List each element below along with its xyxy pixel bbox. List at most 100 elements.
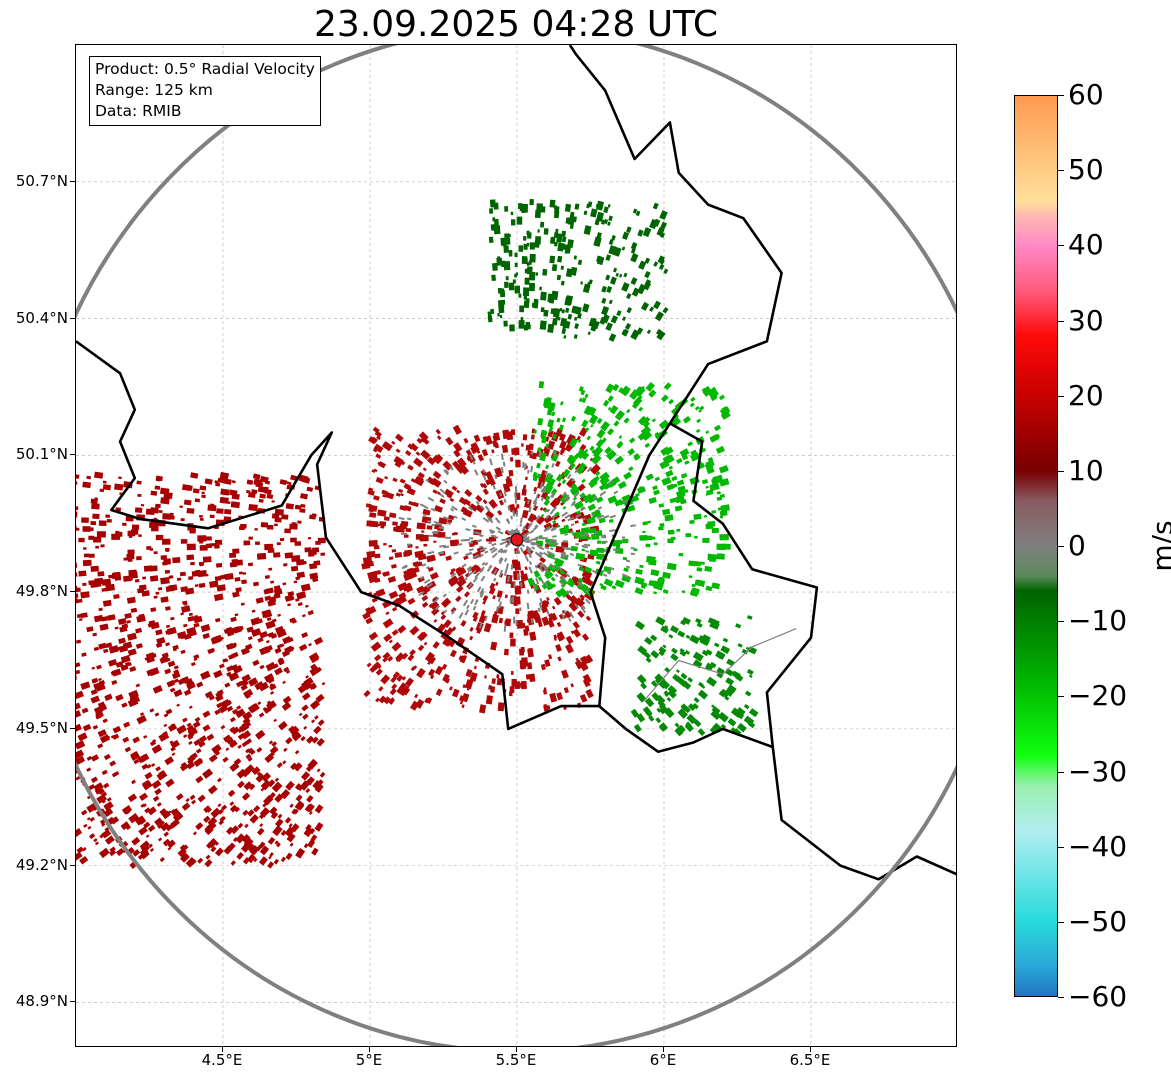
echo-inbound-east — [705, 485, 710, 489]
echo-clutter — [460, 539, 468, 542]
echo-inbound-northeast-band — [549, 255, 556, 264]
echo-outbound-west — [190, 472, 199, 479]
echo-clutter — [464, 609, 470, 616]
echo-outbound-west — [90, 582, 98, 588]
echo-inbound-east — [636, 390, 641, 396]
echo-clutter — [579, 506, 586, 512]
echo-outbound-west — [216, 702, 223, 709]
echo-outbound-west — [98, 607, 103, 612]
echo-outbound-southwest — [452, 424, 462, 435]
echo-outbound-west — [320, 552, 326, 556]
echo-clutter — [489, 528, 496, 533]
echo-outbound-southwest — [492, 595, 496, 600]
echo-clutter — [458, 612, 464, 619]
echo-inbound-northeast-band — [523, 295, 528, 300]
echo-outbound-southwest — [371, 540, 375, 544]
echo-outbound-west — [228, 789, 236, 798]
echo-outbound-west — [255, 541, 260, 545]
echo-clutter — [600, 534, 606, 537]
echo-inbound-east — [572, 496, 578, 501]
echo-inbound-southeast — [660, 625, 669, 634]
echo-outbound-west — [159, 656, 169, 664]
echo-outbound-west — [102, 599, 112, 607]
echo-outbound-west — [274, 523, 278, 527]
echo-clutter — [562, 551, 567, 555]
echo-inbound-east — [715, 476, 722, 482]
echo-outbound-southwest — [432, 598, 437, 603]
colorbar-tick-label: −40 — [1068, 829, 1128, 863]
echo-outbound-west — [281, 701, 292, 711]
echo-outbound-west — [312, 780, 322, 790]
echo-outbound-southwest — [421, 530, 425, 533]
echo-inbound-east — [702, 385, 711, 395]
echo-inbound-northeast-band — [539, 286, 542, 291]
echo-outbound-west — [76, 587, 81, 593]
echo-outbound-southwest — [540, 599, 549, 609]
echo-outbound-west — [190, 561, 195, 566]
echo-outbound-west — [78, 570, 87, 577]
echo-outbound-west — [285, 780, 295, 791]
echo-inbound-east — [719, 533, 729, 541]
echo-inbound-northeast-band — [636, 327, 644, 335]
echo-outbound-west — [135, 683, 141, 688]
echo-inbound-east — [635, 568, 643, 575]
echo-outbound-west — [76, 506, 79, 510]
echo-outbound-west — [244, 764, 255, 774]
echo-clutter — [446, 522, 451, 526]
echo-outbound-west — [197, 857, 204, 864]
echo-inbound-northeast-band — [621, 316, 627, 322]
echo-outbound-west — [176, 724, 187, 735]
echo-inbound-east — [653, 542, 658, 546]
echo-outbound-west — [197, 794, 206, 803]
echo-inbound-southeast — [692, 651, 704, 662]
echo-outbound-west — [167, 660, 176, 668]
echo-outbound-southwest — [378, 461, 387, 469]
echo-outbound-southwest — [387, 655, 394, 662]
echo-outbound-southwest — [482, 499, 488, 505]
echo-outbound-southwest — [466, 686, 470, 691]
echo-clutter — [425, 478, 430, 483]
lat-tick-mark — [70, 1001, 75, 1003]
echo-clutter — [606, 571, 611, 575]
echo-inbound-southeast — [697, 689, 709, 700]
echo-inbound-northeast-band — [523, 243, 528, 250]
echo-outbound-west — [291, 731, 299, 739]
echo-inbound-east — [716, 543, 726, 551]
echo-inbound-east — [688, 575, 693, 579]
echo-outbound-southwest — [561, 518, 566, 523]
echo-outbound-west — [165, 549, 170, 552]
echo-clutter — [439, 544, 447, 548]
echo-outbound-southwest — [570, 630, 575, 635]
echo-outbound-west — [180, 539, 188, 544]
echo-outbound-west — [316, 768, 321, 773]
echo-outbound-west — [181, 605, 191, 613]
echo-inbound-east — [623, 567, 629, 572]
echo-outbound-west — [96, 793, 107, 804]
echo-clutter — [530, 542, 535, 546]
echo-outbound-west — [229, 552, 237, 558]
echo-inbound-east — [589, 445, 595, 451]
echo-outbound-southwest — [469, 672, 478, 682]
echo-outbound-southwest — [552, 522, 560, 530]
echo-inbound-southeast — [726, 658, 735, 667]
echo-outbound-southwest — [395, 433, 404, 442]
echo-inbound-east — [547, 582, 554, 589]
echo-outbound-west — [78, 618, 83, 621]
echo-clutter — [603, 515, 610, 519]
echo-outbound-southwest — [559, 450, 564, 456]
echo-clutter — [470, 598, 475, 605]
echo-outbound-southwest — [416, 437, 423, 444]
luxembourg-border — [589, 422, 819, 748]
echo-inbound-east — [576, 510, 581, 515]
echo-outbound-southwest — [576, 435, 581, 441]
echo-outbound-southwest — [477, 454, 485, 462]
radar-map[interactable] — [75, 44, 957, 1047]
echo-outbound-southwest — [469, 626, 474, 632]
echo-outbound-west — [218, 704, 229, 714]
echo-inbound-east — [693, 513, 702, 520]
echo-outbound-west — [271, 618, 277, 623]
echo-outbound-west — [231, 726, 240, 735]
echo-outbound-west — [171, 752, 176, 756]
echo-outbound-southwest — [416, 585, 425, 594]
echo-outbound-west — [180, 612, 184, 616]
